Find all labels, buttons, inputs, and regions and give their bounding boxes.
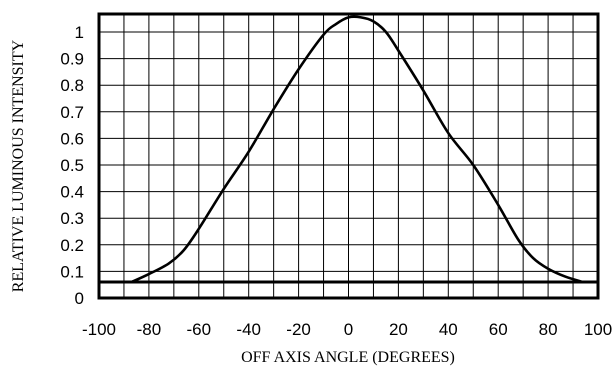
y-tick-label: 0.1 — [60, 262, 84, 281]
x-tick-label: 80 — [539, 320, 558, 339]
y-axis-title: RELATIVE LUMINOUS INTENSITY — [10, 39, 27, 292]
y-tick-label: 0.4 — [60, 183, 84, 202]
x-tick-labels: -100 -80 -60 -40 -20 0 20 40 60 80 100 — [82, 320, 612, 339]
y-tick-label: 0.9 — [60, 50, 84, 69]
x-axis-title: OFF AXIS ANGLE (DEGREES) — [241, 349, 455, 366]
x-tick-label: 0 — [344, 320, 353, 339]
y-tick-labels: 0 0.1 0.2 0.3 0.4 0.5 0.6 0.7 0.8 0.9 1 — [60, 23, 84, 308]
intensity-curve — [130, 15, 585, 284]
y-tick-label: 1 — [75, 23, 84, 42]
y-tick-label: 0.8 — [60, 76, 84, 95]
y-tick-label: 0.2 — [60, 236, 84, 255]
x-tick-label: -20 — [286, 320, 311, 339]
y-tick-label: 0.3 — [60, 209, 84, 228]
x-tick-label: 20 — [389, 320, 408, 339]
y-tick-label: 0.6 — [60, 129, 84, 148]
x-tick-label: -40 — [236, 320, 261, 339]
x-tick-label: 60 — [489, 320, 508, 339]
y-tick-label: 0.5 — [60, 156, 84, 175]
x-tick-label: 40 — [439, 320, 458, 339]
x-tick-label: -100 — [82, 320, 116, 339]
x-tick-label: -80 — [137, 320, 162, 339]
grid — [98, 14, 599, 299]
plot-frame — [97, 12, 600, 300]
x-tick-label: -60 — [187, 320, 212, 339]
x-tick-label: 100 — [584, 320, 612, 339]
y-tick-label: 0 — [75, 289, 84, 308]
y-tick-label: 0.7 — [60, 103, 84, 122]
